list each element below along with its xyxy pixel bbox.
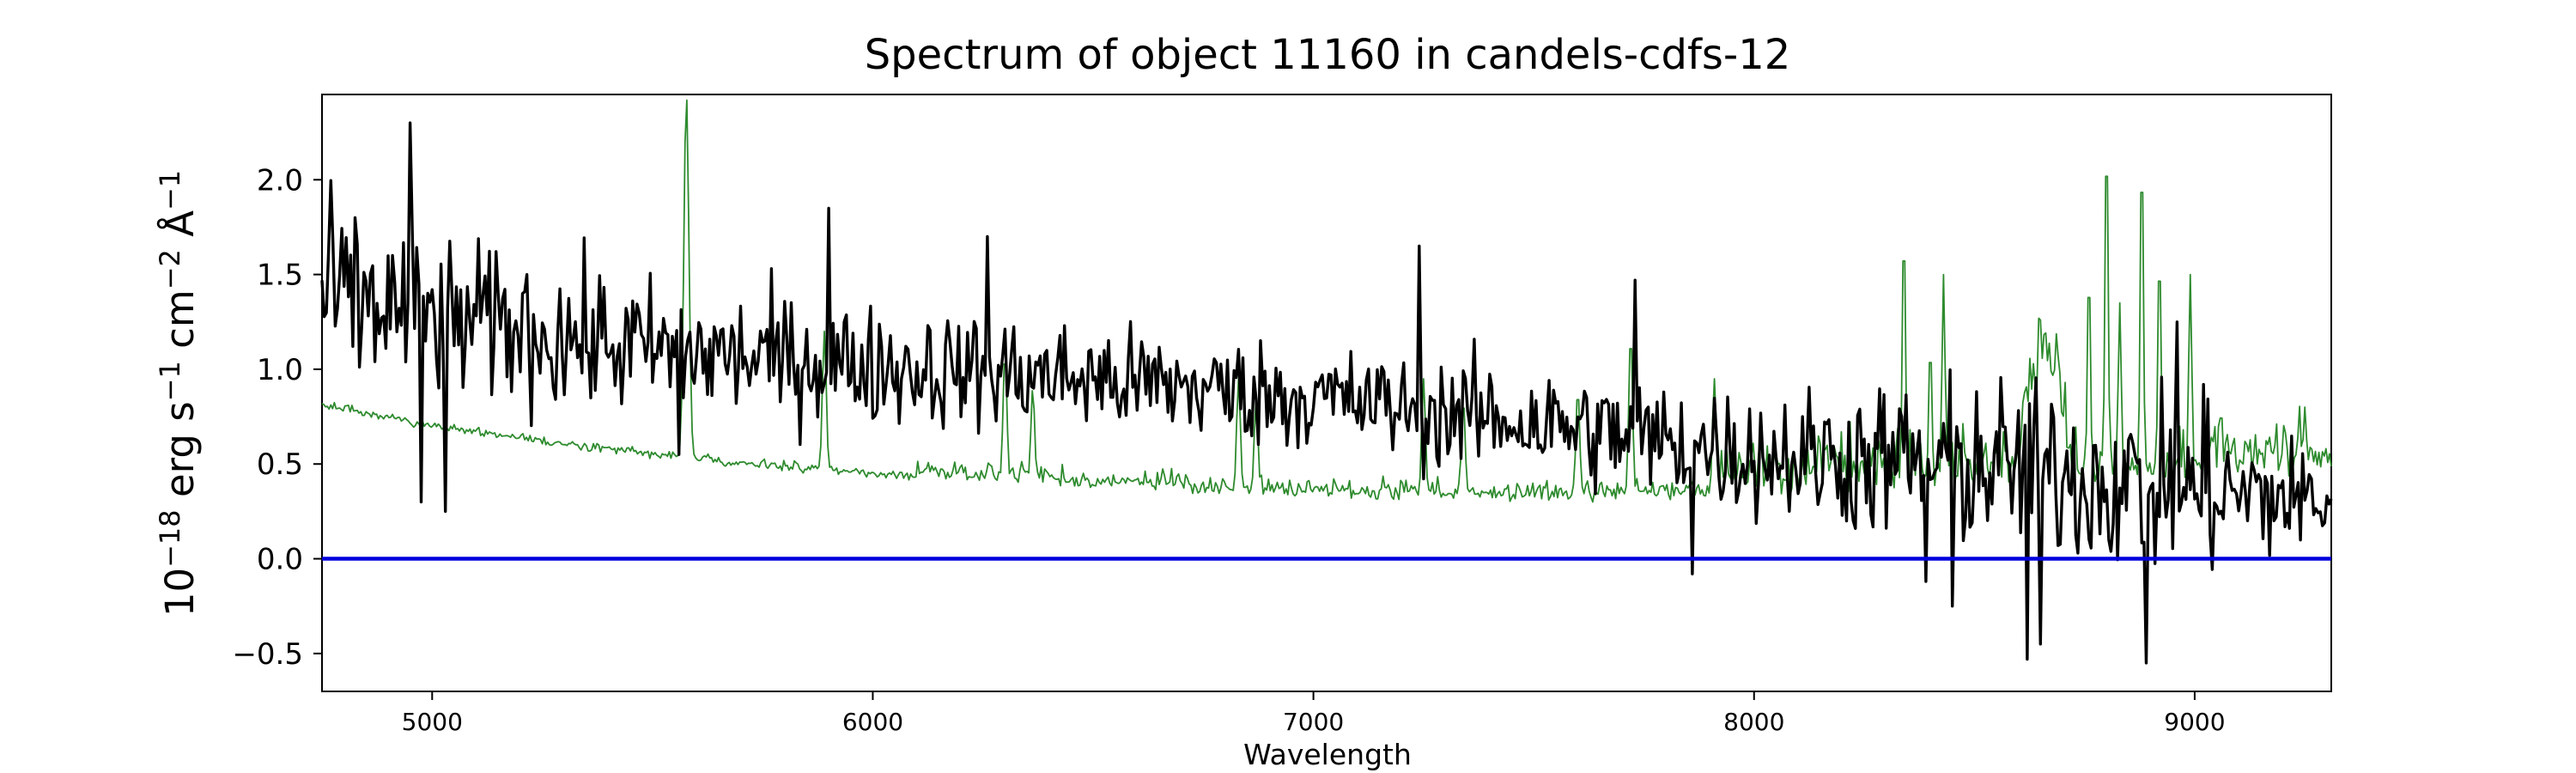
x-tick-label: 6000 (842, 708, 903, 736)
y-axis-ticks: −0.5 0.0 0.5 1.0 1.5 2.0 (232, 163, 322, 672)
y-label-cm-exponent: −2 (154, 249, 186, 289)
y-tick-label: 0.0 (257, 543, 303, 577)
y-tick-label: 1.0 (257, 353, 303, 387)
y-axis-label: 10−18 erg s−1 cm−2 Å−1 (154, 170, 203, 617)
y-label-s-exponent: −1 (154, 361, 186, 401)
y-tick-label: 0.5 (257, 447, 303, 482)
y-tick-label: 2.0 (257, 163, 303, 198)
x-axis-label: Wavelength (1243, 738, 1412, 771)
y-label-cm: cm (157, 289, 203, 361)
y-label-erg-s: erg s (157, 401, 203, 509)
x-axis-ticks: 5000 6000 7000 8000 9000 (402, 691, 2226, 736)
y-label-angstrom: Å (157, 210, 203, 249)
x-tick-label: 9000 (2164, 708, 2225, 736)
observed-spectrum-line-group (320, 121, 2333, 665)
y-tick-label: −0.5 (232, 637, 303, 672)
x-tick-label: 5000 (402, 708, 463, 736)
x-tick-label: 7000 (1283, 708, 1344, 736)
y-tick-label: 1.5 (257, 259, 303, 293)
y-label-angstrom-exponent: −1 (154, 170, 186, 210)
y-label-base: 10 (157, 568, 203, 617)
chart-title: Spectrum of object 11160 in candels-cdfs… (865, 31, 1791, 79)
x-tick-label: 8000 (1723, 708, 1784, 736)
y-label-exponent: −18 (154, 509, 186, 568)
plot-frame (321, 94, 2332, 692)
observed-spectrum-line (320, 121, 2333, 665)
